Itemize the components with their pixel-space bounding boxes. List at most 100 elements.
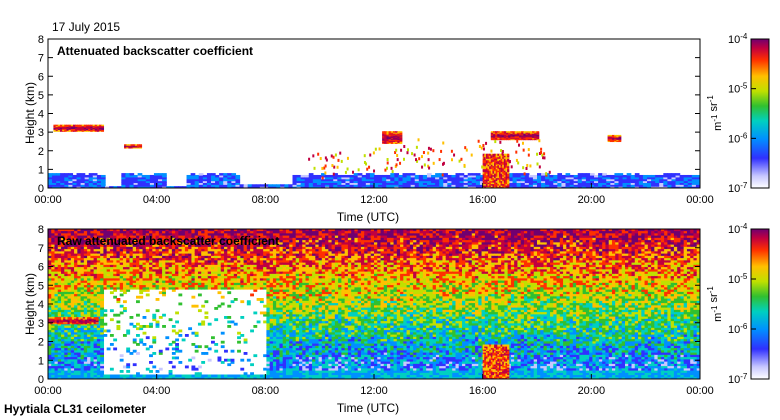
backscatter-cell (64, 311, 69, 315)
backscatter-cell (90, 370, 95, 373)
backscatter-cell (54, 298, 59, 301)
backscatter-cell (48, 345, 52, 349)
backscatter-cell (687, 180, 693, 184)
cloud-cell (395, 141, 398, 143)
cloud-cell (607, 137, 611, 140)
backscatter-cell (80, 363, 85, 367)
cloud-cell (390, 131, 394, 133)
backscatter-cell (103, 232, 108, 236)
backscatter-cell (369, 184, 375, 187)
backscatter-cell (233, 374, 238, 378)
backscatter-cell (184, 271, 189, 274)
rain-cell (505, 167, 508, 170)
rain-cell (500, 183, 503, 186)
cloud-cell (508, 134, 511, 137)
backscatter-cell (197, 229, 202, 232)
cloud-cell (517, 143, 520, 147)
backscatter-cell (250, 253, 254, 256)
backscatter-cell (194, 374, 199, 378)
backscatter-cell (100, 291, 105, 295)
rain-cell (489, 179, 492, 182)
backscatter-cell (175, 356, 179, 360)
backscatter-cell (158, 250, 163, 254)
cloud-cell (521, 132, 525, 134)
backscatter-cell (178, 246, 183, 250)
cloud-cell (607, 134, 611, 137)
backscatter-cell (142, 266, 147, 270)
cloud-cell (516, 133, 520, 136)
backscatter-cell (96, 229, 101, 232)
backscatter-cell (90, 363, 95, 367)
backscatter-cell (240, 229, 245, 232)
backscatter-cell (194, 235, 199, 238)
backscatter-cell (512, 176, 518, 180)
backscatter-cell (122, 257, 127, 261)
rain-cell (492, 164, 495, 167)
backscatter-cell (378, 184, 383, 187)
backscatter-cell (83, 349, 88, 353)
backscatter-cell (121, 182, 127, 185)
backscatter-cell (113, 237, 118, 241)
backscatter-cell (126, 363, 131, 367)
cloud-cell (57, 130, 61, 132)
backscatter-cell (109, 318, 114, 322)
backscatter-cell (194, 284, 199, 288)
backscatter-cell (194, 230, 199, 234)
backscatter-cell (382, 180, 387, 184)
backscatter-cell (67, 376, 72, 379)
backscatter-cell (471, 178, 477, 182)
backscatter-cell (64, 295, 69, 299)
cloud-cell (101, 127, 105, 129)
backscatter-cell (90, 246, 95, 250)
backscatter-cell (48, 295, 52, 299)
cloud-cell (501, 133, 505, 135)
backscatter-cell (87, 376, 91, 379)
backscatter-cell (345, 178, 351, 182)
cloud-cell (609, 134, 613, 137)
backscatter-cell (77, 259, 82, 263)
backscatter-cell (516, 180, 522, 184)
backscatter-cell (64, 173, 69, 176)
backscatter-cell (122, 246, 127, 250)
backscatter-cell (215, 178, 220, 182)
backscatter-cell (201, 376, 206, 379)
backscatter-cell (116, 241, 121, 245)
backscatter-cell (541, 184, 546, 187)
backscatter-cell (207, 235, 212, 238)
cloud-cell (521, 135, 525, 138)
backscatter-cell (171, 277, 176, 281)
backscatter-cell (227, 286, 232, 290)
backscatter-cell (162, 255, 166, 259)
backscatter-cell (145, 257, 150, 261)
backscatter-cell (90, 309, 95, 313)
backscatter-cell (345, 182, 351, 185)
backscatter-cell (129, 374, 134, 378)
rain-cell (498, 159, 502, 162)
plot-area-raw (48, 229, 700, 379)
backscatter-cell (162, 277, 166, 281)
backscatter-cell (56, 182, 61, 185)
backscatter-cell (165, 268, 170, 272)
cloud-cell (503, 134, 507, 137)
cloud-cell (384, 134, 388, 137)
backscatter-cell (528, 176, 534, 180)
backscatter-cell (227, 266, 232, 270)
backscatter-cell (57, 298, 62, 301)
rain-cell (482, 174, 485, 177)
backscatter-cell (240, 268, 245, 272)
cloud-cell (516, 138, 520, 141)
backscatter-cell (541, 173, 546, 176)
backscatter-cell (100, 277, 105, 281)
backscatter-cell (382, 186, 387, 188)
backscatter-cell (390, 176, 395, 180)
backscatter-cell (581, 173, 587, 176)
backscatter-cell (349, 182, 355, 185)
rain-cell (495, 170, 498, 173)
backscatter-cell (132, 229, 137, 232)
cloud-cell (516, 133, 520, 135)
cloud-cell (53, 127, 57, 129)
backscatter-cell (126, 244, 131, 247)
backscatter-cell (171, 289, 176, 292)
backscatter-cell (365, 182, 371, 185)
backscatter-cell (214, 246, 219, 250)
